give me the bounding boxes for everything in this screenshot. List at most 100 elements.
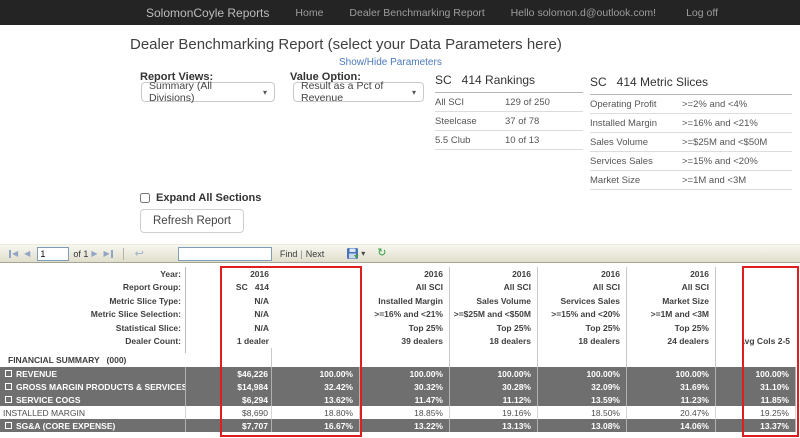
toolbar-divider — [122, 247, 124, 260]
table-header-row: Metric Slice Type: N/A Installed Margin Sal… — [0, 294, 796, 308]
ranking-value: 10 of 13 — [505, 134, 540, 146]
col3-pct-value: 100.00% — [450, 367, 538, 380]
metric-slice-row: Services Sales >=15% and <20% — [590, 152, 792, 171]
avg-col-header-value — [744, 267, 796, 281]
first-page-icon[interactable]: ◀ — [9, 249, 18, 258]
spacer — [186, 367, 222, 380]
spacer — [538, 353, 627, 367]
col4-pct-value: 100.00% — [538, 367, 627, 380]
refresh-report-icon[interactable]: ↻ — [377, 247, 387, 259]
ranking-row: 5.5 Club 10 of 13 — [435, 131, 583, 150]
log-off-link[interactable]: Log off — [686, 6, 718, 19]
nav-item-dealer-benchmarking-report[interactable]: Dealer Benchmarking Report — [349, 6, 485, 19]
spacer — [222, 353, 272, 367]
header-row-label: Year: — [0, 267, 186, 281]
data-row-label: SERVICE COGS — [0, 393, 186, 406]
col4-header-value: Services Sales — [538, 294, 627, 308]
spacer — [186, 267, 222, 281]
metric-slice-row: Installed Margin >=16% and <21% — [590, 114, 792, 133]
col1-header-value: N/A — [254, 295, 269, 306]
col4-header-value: Top 25% — [538, 321, 627, 335]
nav-item-home[interactable]: Home — [295, 6, 324, 19]
spacer — [716, 419, 744, 432]
metric-slices-panel: SC 414 Metric Slices Operating Profit >=… — [590, 75, 792, 190]
brand-link[interactable]: SolomonCoyle Reports — [146, 5, 270, 20]
spacer — [186, 419, 222, 432]
page-title: Dealer Benchmarking Report (select your … — [130, 36, 562, 53]
report-views-select[interactable]: Summary (All Divisions) ▾ — [141, 80, 275, 104]
spacer — [716, 321, 744, 335]
expand-all-sections-checkbox[interactable] — [140, 193, 150, 203]
table-data-row: SG&A (CORE EXPENSE) $7,707 16.67% 13.22% 13.… — [0, 419, 796, 432]
chevron-down-icon: ▾ — [262, 87, 267, 97]
col2-pct-value: 100.00% — [360, 367, 450, 380]
ranking-value: 37 of 78 — [505, 115, 540, 127]
table-data-row: INSTALLED MARGIN $8,690 18.80% 18.85% 19.16%… — [0, 406, 796, 419]
spacer — [186, 294, 222, 308]
col3-header-value: 2016 — [450, 267, 538, 281]
spacer — [272, 353, 360, 367]
rankings-title: SC 414 Rankings — [435, 73, 583, 93]
ranking-label: Steelcase — [435, 115, 477, 127]
col5-pct-value: 31.69% — [627, 380, 716, 393]
value-option-select[interactable]: Result as a Pct of Revenue ▾ — [293, 80, 424, 104]
last-page-icon[interactable]: ▶ — [103, 249, 113, 258]
spacer — [716, 406, 744, 419]
col1-pct-value: 32.42% — [272, 380, 360, 393]
previous-page-icon[interactable]: ◀ — [24, 248, 31, 258]
col1-header-value: 1 dealer — [236, 336, 269, 347]
spacer — [360, 353, 450, 367]
col5-pct-value: 11.23% — [627, 393, 716, 406]
back-to-parent-icon[interactable]: ↩ — [134, 248, 144, 260]
spacer — [0, 348, 186, 353]
spacer — [627, 348, 716, 353]
ranking-label: 5.5 Club — [435, 134, 471, 146]
table-data-row: GROSS MARGIN PRODUCTS & SERVICES $14,984 3… — [0, 380, 796, 393]
expand-toggle-icon[interactable] — [5, 383, 12, 390]
avg-col-value: 13.37% — [744, 419, 796, 432]
col1-dollar-value: $8,690 — [222, 406, 272, 419]
col2-header-value: >=16% and <21% — [360, 307, 450, 321]
value-option-label: Value Option: — [290, 71, 361, 83]
col3-header-value: >=$25M and <$50M — [450, 307, 538, 321]
next-page-icon[interactable]: ▶ — [91, 248, 98, 258]
user-greeting[interactable]: Hello solomon.d@outlook.com! — [510, 6, 657, 19]
spacer — [744, 353, 796, 367]
col1-pct-spacer — [272, 321, 360, 335]
find-next-divider: | — [300, 248, 303, 259]
col1-header-value: SC 414 — [235, 282, 269, 293]
avg-col-value: 31.10% — [744, 380, 796, 393]
spacer — [186, 406, 222, 419]
spacer — [186, 281, 222, 295]
avg-col-header-value: Avg Cols 2-5 — [744, 336, 790, 347]
expand-toggle-icon[interactable] — [5, 370, 12, 377]
col3-header-value: Top 25% — [450, 321, 538, 335]
find-link[interactable]: Find — [279, 248, 298, 259]
refresh-report-button[interactable]: Refresh Report — [140, 209, 244, 233]
page-number-input[interactable] — [37, 246, 70, 261]
value-option-selected-value: Result as a Pct of Revenue — [301, 80, 384, 104]
expand-toggle-icon[interactable] — [5, 422, 12, 429]
report-views-selected-value: Summary (All Divisions) — [149, 80, 213, 104]
col1-header-value: N/A — [254, 309, 269, 320]
col2-pct-value: 11.47% — [360, 393, 450, 406]
col4-header-value: 18 dealers — [538, 334, 627, 348]
col1-pct-value: 18.80% — [272, 406, 360, 419]
col3-header-value: Sales Volume — [450, 294, 538, 308]
find-text-input[interactable] — [177, 246, 272, 261]
report-views-label: Report Views: — [140, 71, 214, 83]
next-link[interactable]: Next — [305, 248, 325, 259]
col3-header-value: 18 dealers — [450, 334, 538, 348]
show-hide-parameters-link[interactable]: Show/Hide Parameters — [339, 57, 442, 68]
header-row-label: Metric Slice Selection: — [0, 307, 186, 321]
data-row-label: GROSS MARGIN PRODUCTS & SERVICES — [0, 380, 186, 393]
expand-toggle-icon[interactable] — [5, 396, 12, 403]
spacer — [716, 335, 744, 349]
table-header-row: Report Group: SC 414 All SCI All SCI All SCI… — [0, 280, 796, 295]
col1-pct-value: 13.62% — [272, 393, 360, 406]
spacer — [716, 281, 744, 295]
col3-pct-value: 13.13% — [450, 419, 538, 432]
export-save-icon[interactable]: ▾ — [346, 247, 365, 260]
header-row-label: Dealer Count: — [0, 334, 186, 348]
export-dropdown-caret-icon[interactable]: ▾ — [361, 249, 366, 258]
